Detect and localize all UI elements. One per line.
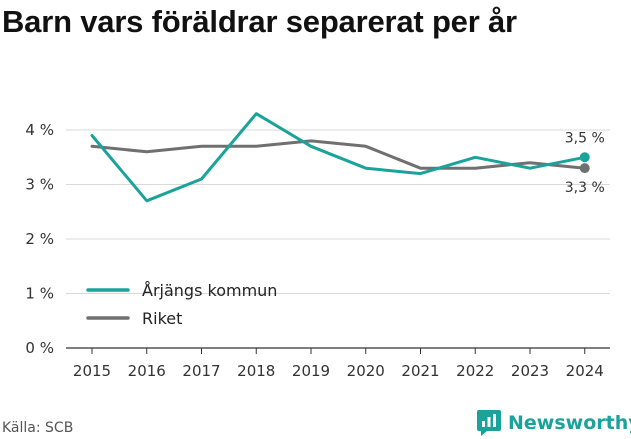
y-tick-label: 2 %: [25, 230, 54, 248]
y-axis-ticks: 0 % 1 % 2 % 3 % 4 %: [25, 121, 54, 357]
series-line-arjang: [90, 112, 587, 203]
legend-label: Årjängs kommun: [142, 281, 277, 300]
end-label-arjang: 3,5 %: [565, 130, 605, 146]
series-line-riket: [90, 139, 587, 170]
x-tick-label: 2023: [511, 362, 549, 380]
source-label: Källa: SCB: [2, 420, 74, 436]
series-group: [90, 112, 590, 203]
series-endpoint-arjang: [579, 152, 590, 163]
y-tick-label: 4 %: [25, 121, 54, 139]
x-tick-label: 2019: [292, 362, 330, 380]
y-tick-label: 0 %: [25, 339, 54, 357]
x-tick-label: 2015: [73, 362, 111, 380]
end-labels: 3,5 % 3,3 %: [565, 130, 605, 196]
chart-title: Barn vars föräldrar separerat per år: [2, 4, 517, 39]
x-axis: 2015 2016 2017 2018 2019 2020 2021 2022 2023 2024: [73, 348, 604, 380]
series-endpoint-riket: [579, 163, 590, 174]
end-label-riket: 3,3 %: [565, 180, 605, 196]
newsworthy-logo-icon: [477, 410, 501, 436]
grid-lines: [66, 129, 610, 349]
brand-logo[interactable]: Newsworthy: [476, 408, 631, 438]
brand-name: Newsworthy: [508, 412, 631, 434]
x-tick-label: 2022: [456, 362, 494, 380]
y-tick-label: 3 %: [25, 176, 54, 194]
legend-label: Riket: [142, 309, 182, 328]
x-tick-label: 2024: [566, 362, 604, 380]
legend: Årjängs kommun Riket: [86, 281, 277, 328]
x-tick-label: 2021: [401, 362, 439, 380]
x-tick-label: 2016: [128, 362, 166, 380]
x-tick-label: 2017: [182, 362, 220, 380]
x-tick-label: 2020: [347, 362, 385, 380]
y-tick-label: 1 %: [25, 285, 54, 303]
x-tick-label: 2018: [237, 362, 275, 380]
